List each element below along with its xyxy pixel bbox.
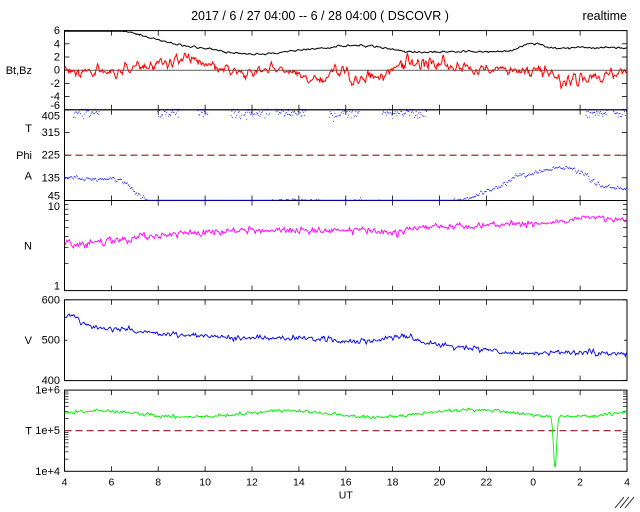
- svg-text:8: 8: [155, 476, 161, 488]
- svg-text:UT: UT: [339, 489, 354, 501]
- svg-text:N: N: [24, 241, 32, 253]
- svg-text:4: 4: [624, 476, 630, 488]
- svg-text:16: 16: [340, 476, 352, 488]
- svg-text:500: 500: [42, 335, 60, 347]
- svg-text:315: 315: [42, 127, 60, 139]
- svg-text:20: 20: [434, 476, 446, 488]
- svg-text:22: 22: [481, 476, 493, 488]
- svg-text:225: 225: [42, 150, 60, 162]
- svg-text:1: 1: [54, 281, 60, 293]
- svg-text:V: V: [25, 335, 33, 347]
- svg-text:6: 6: [54, 25, 60, 37]
- svg-text:2017 / 6 / 27 04:00 -- 6 / 2: 2017 / 6 / 27 04:00 -- 6 / 28 04:00 ( DS…: [191, 9, 449, 23]
- svg-text:14: 14: [293, 476, 305, 488]
- svg-text:6: 6: [108, 476, 114, 488]
- svg-text:135: 135: [42, 172, 60, 184]
- svg-text:0: 0: [530, 476, 536, 488]
- svg-text:2: 2: [577, 476, 583, 488]
- svg-text:1e+5: 1e+5: [35, 425, 60, 437]
- svg-text:0: 0: [54, 65, 60, 77]
- svg-text:10: 10: [48, 201, 60, 213]
- svg-text:600: 600: [42, 294, 60, 306]
- svg-text:1e+4: 1e+4: [35, 466, 60, 478]
- svg-text:405: 405: [42, 110, 60, 122]
- svg-text:4: 4: [62, 476, 68, 488]
- svg-text:4: 4: [54, 38, 60, 50]
- svg-text:T: T: [25, 123, 32, 135]
- svg-text:T: T: [25, 426, 32, 438]
- svg-text:1e+6: 1e+6: [35, 385, 60, 397]
- svg-text:2: 2: [54, 52, 60, 64]
- svg-text:18: 18: [387, 476, 399, 488]
- svg-text:A: A: [25, 171, 33, 183]
- svg-text:-2: -2: [50, 78, 60, 90]
- svg-text:10: 10: [199, 476, 211, 488]
- svg-text:realtime: realtime: [583, 9, 628, 23]
- svg-text:Phi: Phi: [16, 150, 32, 162]
- svg-text:Bt,Bz: Bt,Bz: [6, 65, 32, 77]
- svg-text:12: 12: [246, 476, 258, 488]
